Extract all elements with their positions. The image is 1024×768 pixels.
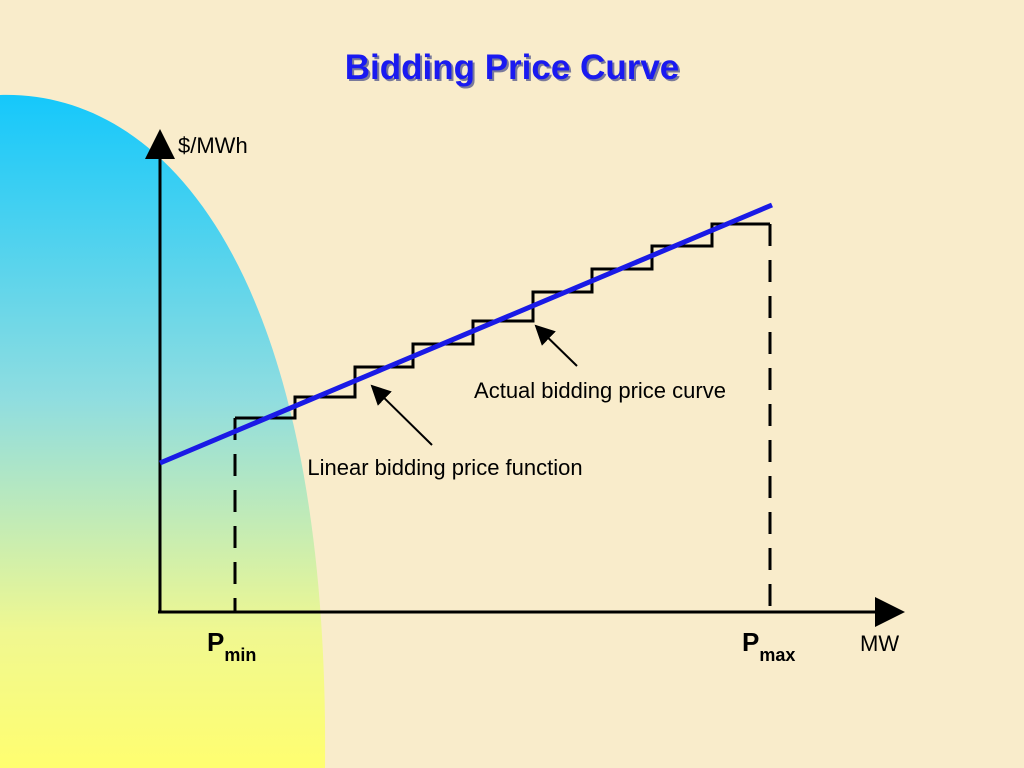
- marker-main: P: [207, 627, 224, 657]
- decor-shape: [0, 94, 326, 768]
- marker-main: P: [742, 627, 759, 657]
- annotation: Linear bidding price function: [307, 455, 582, 480]
- pointer-arrow: [370, 384, 433, 446]
- x-axis-label: MW: [860, 631, 899, 656]
- y-axis-label: $/MWh: [178, 133, 248, 158]
- pmin-label: Pmin: [207, 627, 256, 665]
- pointer-arrow: [534, 324, 578, 367]
- marker-sub: min: [224, 645, 256, 665]
- marker-sub: max: [759, 645, 795, 665]
- pmax-label: Pmax: [742, 627, 795, 665]
- title-shadow: Bidding Price Curve: [347, 50, 682, 89]
- linear-line: [159, 202, 773, 466]
- annotation: Actual bidding price curve: [474, 378, 726, 403]
- title: Bidding Price Curve: [345, 48, 680, 87]
